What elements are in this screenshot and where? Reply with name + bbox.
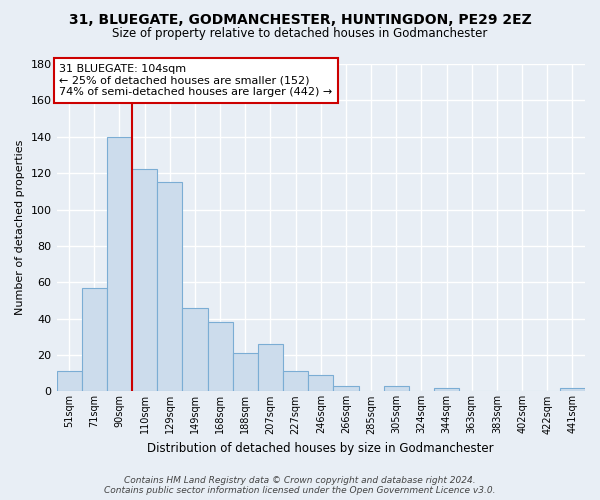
Text: 31 BLUEGATE: 104sqm
← 25% of detached houses are smaller (152)
74% of semi-detac: 31 BLUEGATE: 104sqm ← 25% of detached ho… bbox=[59, 64, 332, 97]
Bar bbox=[308, 375, 334, 392]
Bar bbox=[132, 170, 157, 392]
Text: Contains HM Land Registry data © Crown copyright and database right 2024.
Contai: Contains HM Land Registry data © Crown c… bbox=[104, 476, 496, 495]
Bar bbox=[208, 322, 233, 392]
Bar bbox=[258, 344, 283, 392]
Bar bbox=[82, 288, 107, 392]
Text: 31, BLUEGATE, GODMANCHESTER, HUNTINGDON, PE29 2EZ: 31, BLUEGATE, GODMANCHESTER, HUNTINGDON,… bbox=[68, 12, 532, 26]
Bar bbox=[560, 388, 585, 392]
Bar bbox=[383, 386, 409, 392]
Bar bbox=[334, 386, 359, 392]
Y-axis label: Number of detached properties: Number of detached properties bbox=[15, 140, 25, 316]
Bar bbox=[233, 353, 258, 392]
X-axis label: Distribution of detached houses by size in Godmanchester: Distribution of detached houses by size … bbox=[148, 442, 494, 455]
Bar bbox=[157, 182, 182, 392]
Bar bbox=[283, 372, 308, 392]
Bar bbox=[107, 137, 132, 392]
Bar bbox=[56, 372, 82, 392]
Bar bbox=[182, 308, 208, 392]
Text: Size of property relative to detached houses in Godmanchester: Size of property relative to detached ho… bbox=[112, 28, 488, 40]
Bar bbox=[434, 388, 459, 392]
